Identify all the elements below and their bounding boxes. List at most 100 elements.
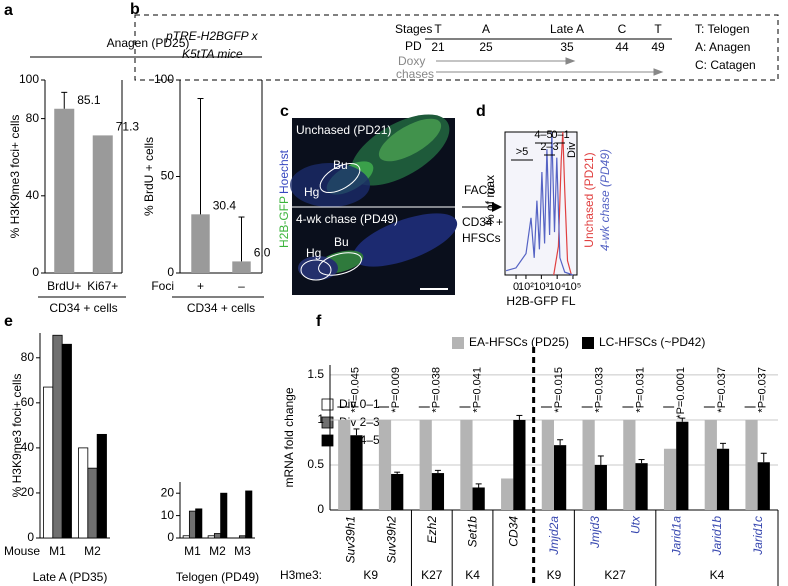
bar bbox=[623, 419, 636, 510]
micrograph-texture bbox=[290, 114, 458, 281]
division-title: Div bbox=[566, 142, 578, 158]
legend-entry: 4-wk chase (PD49) bbox=[598, 149, 612, 251]
y-tick-label: 0 bbox=[27, 530, 34, 544]
x-tick-label: 0 bbox=[513, 281, 519, 293]
value-label: 71.3 bbox=[116, 120, 140, 134]
y-axis-title: mRNA fold change bbox=[282, 387, 296, 487]
stage: T bbox=[434, 22, 442, 36]
x-tick-label: M2 bbox=[84, 544, 101, 558]
legend-swatch bbox=[321, 398, 334, 411]
stain-label: H2B-GFP bbox=[277, 196, 291, 248]
chase-label: Doxy bbox=[398, 54, 425, 68]
bar bbox=[338, 419, 351, 510]
bar bbox=[378, 419, 392, 510]
x-tick-label: Jarid1a bbox=[669, 516, 683, 557]
p-value: *P=0.015 bbox=[553, 367, 565, 413]
y-tick-label: 20 bbox=[21, 485, 35, 499]
y-tick-label: 10 bbox=[161, 508, 175, 522]
x-tick-label: 10⁴ bbox=[549, 281, 566, 293]
y-tick-label: 50 bbox=[161, 169, 175, 183]
y-tick-label: 60 bbox=[21, 395, 35, 409]
bar bbox=[513, 419, 526, 510]
postnatal-day: 25 bbox=[479, 40, 493, 54]
construct: K5tTA mice bbox=[182, 47, 243, 61]
bar bbox=[52, 334, 63, 539]
bar bbox=[757, 462, 770, 510]
x-tick-label: M2 bbox=[209, 544, 226, 558]
bar bbox=[582, 419, 595, 510]
bar bbox=[195, 508, 203, 539]
x-axis-title: Late A (PD35) bbox=[33, 570, 108, 584]
x-tick-label: Ki67+ bbox=[87, 279, 118, 293]
x-tick-label: Ezh2 bbox=[425, 516, 439, 544]
bar bbox=[594, 464, 607, 510]
y-axis-title: % H3K9me3 foci+ cells bbox=[10, 374, 24, 498]
p-value: *P=0.0001 bbox=[675, 367, 687, 419]
histogram-curve bbox=[553, 131, 572, 276]
p-value: *P=0.045 bbox=[349, 367, 361, 413]
region-label: Bu bbox=[333, 158, 348, 172]
bar bbox=[663, 448, 677, 510]
legend-swatch bbox=[452, 337, 464, 349]
bar bbox=[182, 535, 190, 539]
region-label: Hg bbox=[304, 185, 319, 199]
region-label: Bu bbox=[334, 235, 349, 249]
y-tick-label: 0 bbox=[167, 530, 174, 544]
y-tick-label: 1 bbox=[317, 412, 324, 426]
bar bbox=[207, 535, 215, 539]
y-axis-title: % H3K9me3 foci+ cells bbox=[8, 115, 22, 239]
y-tick-label: 20 bbox=[161, 485, 175, 499]
x-tick-label: – bbox=[238, 279, 245, 293]
bar bbox=[391, 473, 404, 510]
panel-label: c bbox=[280, 103, 289, 120]
y-tick-label: 80 bbox=[26, 111, 40, 125]
group-title: H3me3: bbox=[280, 568, 322, 582]
bar bbox=[472, 487, 485, 510]
value-label: 85.1 bbox=[77, 93, 101, 107]
legend-swatch bbox=[582, 337, 594, 349]
y-tick-label: 100 bbox=[154, 72, 174, 86]
y-tick-label: 100 bbox=[19, 72, 39, 86]
group-label: K4 bbox=[710, 568, 725, 582]
p-value: *P=0.031 bbox=[634, 367, 646, 413]
key: C: Catagen bbox=[695, 58, 756, 72]
bar bbox=[238, 535, 247, 539]
p-value: *P=0.041 bbox=[471, 367, 483, 413]
x-tick-label: CD34 bbox=[506, 516, 520, 547]
x-tick-label: 10² bbox=[518, 281, 534, 293]
y-tick-label: 1.5 bbox=[307, 367, 324, 381]
bar bbox=[635, 463, 648, 510]
bar bbox=[460, 419, 473, 510]
x-axis-title: Telogen (PD49) bbox=[176, 570, 259, 584]
category-title: Mouse bbox=[4, 544, 40, 558]
x-tick-label: Jarid1c bbox=[751, 516, 765, 556]
image-label: 4-wk chase (PD49) bbox=[296, 212, 398, 226]
stage: T bbox=[654, 22, 662, 36]
bar bbox=[431, 473, 445, 510]
panel-title: Anagen (PD25) bbox=[107, 36, 190, 50]
x-tick-label: Jmjd2a bbox=[547, 516, 561, 556]
group-label: K9 bbox=[363, 568, 378, 582]
bar bbox=[245, 490, 253, 539]
panel-label: d bbox=[476, 103, 486, 120]
x-tick-label: 10³ bbox=[533, 281, 549, 293]
division-label: 4–5 bbox=[534, 129, 552, 141]
key: A: Anagen bbox=[695, 40, 750, 54]
x-tick-label: M1 bbox=[184, 544, 201, 558]
y-tick-label: 0 bbox=[32, 265, 39, 279]
bar bbox=[61, 343, 72, 539]
bar bbox=[704, 419, 717, 510]
division-label: 2–3 bbox=[540, 141, 558, 153]
postnatal-day: 49 bbox=[651, 40, 665, 54]
y-axis-title: % BrdU + cells bbox=[142, 137, 156, 216]
p-value: *P=0.037 bbox=[757, 367, 769, 413]
y-tick-label: 0.5 bbox=[307, 457, 324, 471]
value-label: 6.0 bbox=[254, 246, 271, 260]
bar bbox=[92, 135, 113, 273]
value-label: 30.4 bbox=[213, 198, 237, 212]
postnatal-day: 35 bbox=[560, 40, 574, 54]
dashed-box bbox=[134, 14, 779, 81]
bar bbox=[78, 447, 89, 539]
x-tick-label: Set1b bbox=[466, 516, 480, 548]
legend-swatch bbox=[321, 416, 334, 429]
